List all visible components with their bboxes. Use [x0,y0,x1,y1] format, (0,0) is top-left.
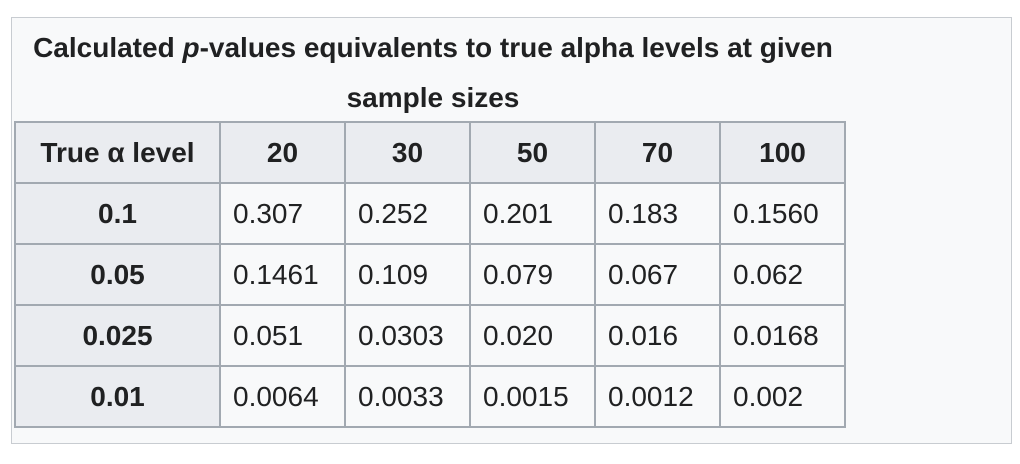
table-cell: 0.0168 [719,304,846,367]
header-sample-size: 20 [219,121,346,184]
row-alpha-label: 0.01 [14,365,221,428]
header-row: True α level 20 30 50 70 100 [14,121,846,184]
table-cell: 0.0033 [344,365,471,428]
table-cell: 0.0303 [344,304,471,367]
table-cell: 0.062 [719,243,846,306]
table-cell: 0.020 [469,304,596,367]
header-true-alpha-level: True α level [14,121,221,184]
table-cell: 0.0012 [594,365,721,428]
table-cell: 0.252 [344,182,471,245]
table-row: 0.01 0.0064 0.0033 0.0015 0.0012 0.002 [14,365,846,428]
row-alpha-label: 0.025 [14,304,221,367]
table-caption: Calculated p-values equivalents to true … [12,23,854,123]
p-values-table: True α level 20 30 50 70 100 0.1 0.307 0… [14,121,846,428]
row-alpha-label: 0.05 [14,243,221,306]
table-cell: 0.079 [469,243,596,306]
table-cell: 0.1560 [719,182,846,245]
table-cell: 0.307 [219,182,346,245]
header-sample-size: 50 [469,121,596,184]
table-frame: Calculated p-values equivalents to true … [11,17,1012,444]
table-cell: 0.0015 [469,365,596,428]
row-alpha-label: 0.1 [14,182,221,245]
table-cell: 0.0064 [219,365,346,428]
table-cell: 0.1461 [219,243,346,306]
table-row: 0.1 0.307 0.252 0.201 0.183 0.1560 [14,182,846,245]
caption-italic-p: p [182,32,200,63]
table-cell: 0.201 [469,182,596,245]
table-cell: 0.002 [719,365,846,428]
table-row: 0.025 0.051 0.0303 0.020 0.016 0.0168 [14,304,846,367]
header-sample-size: 100 [719,121,846,184]
header-sample-size: 30 [344,121,471,184]
table-cell: 0.016 [594,304,721,367]
table-cell: 0.051 [219,304,346,367]
header-sample-size: 70 [594,121,721,184]
table-cell: 0.183 [594,182,721,245]
table-row: 0.05 0.1461 0.109 0.079 0.067 0.062 [14,243,846,306]
table-cell: 0.109 [344,243,471,306]
table-cell: 0.067 [594,243,721,306]
caption-text-end: -values equivalents to true alpha levels… [199,32,833,113]
caption-text-start: Calculated [33,32,183,63]
